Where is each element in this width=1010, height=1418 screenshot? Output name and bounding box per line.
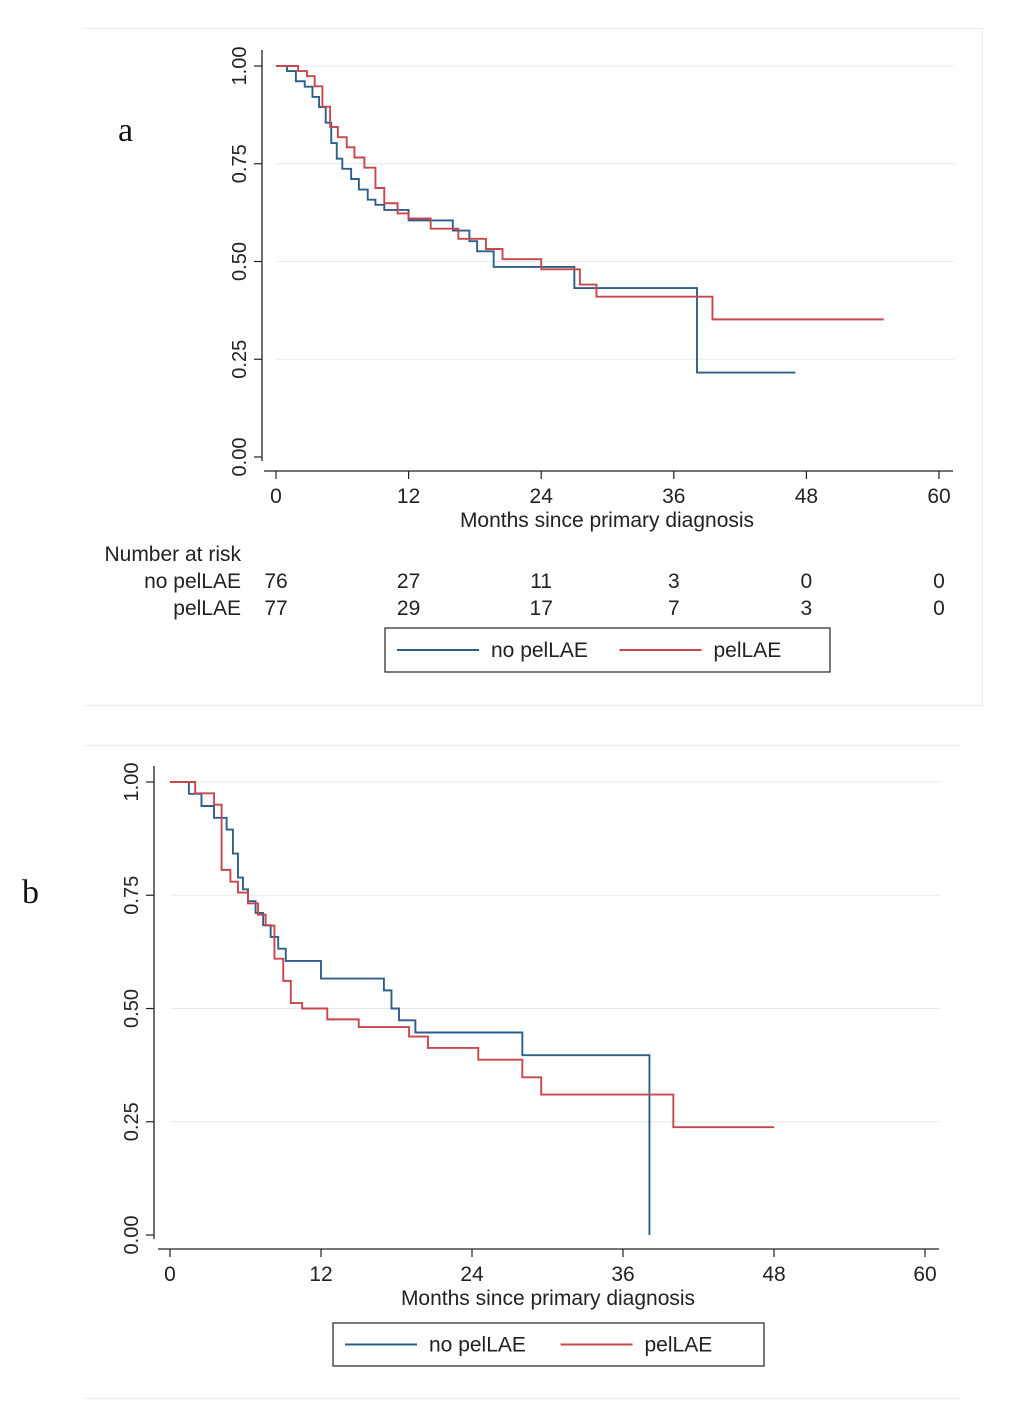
chart-a-risk-value: 0 [933, 570, 945, 593]
chart-a-risk-value: 11 [530, 570, 552, 593]
chart-b-y-tick-label: 0.25 [121, 1102, 143, 1141]
chart-a-y-tick-label: 0.50 [229, 242, 251, 281]
chart-a-series-pellae-line [276, 65, 884, 321]
chart-a-risk-value: 29 [397, 597, 420, 620]
chart-a-risk-value: 0 [801, 570, 813, 593]
chart-b-x-tick-label: 48 [762, 1263, 785, 1286]
chart-a-risk-value: 17 [530, 597, 553, 620]
panel-a-background [84, 28, 983, 706]
chart-a-risk-row-label: pelLAE [173, 597, 241, 620]
chart-b-legend-label-pellae: pelLAE [645, 1334, 713, 1357]
chart-b-y-tick-label: 0.75 [121, 876, 143, 915]
chart-b-legend-label-no-pellae: no pelLAE [429, 1334, 526, 1357]
chart-a-risk-value: 3 [668, 570, 680, 593]
chart-a-legend-label-no-pellae: no pelLAE [491, 639, 588, 662]
chart-a-risk-row-label: no pelLAE [144, 570, 241, 593]
chart-b-x-tick-label: 0 [164, 1263, 176, 1286]
chart-a-y-tick-label: 0.25 [229, 340, 251, 379]
chart-a-y-tick-label: 0.75 [229, 144, 251, 183]
chart-a-legend-label-pellae: pelLAE [714, 639, 782, 662]
chart-b-y-tick-label: 0.50 [121, 989, 143, 1028]
chart-b-series-pellae-line [170, 781, 774, 1129]
chart-a-x-tick-label: 48 [795, 485, 818, 508]
chart-a-y-tick-label: 1.00 [229, 47, 251, 86]
chart-b-x-tick-label: 36 [611, 1263, 634, 1286]
chart-b-x-tick-label: 60 [913, 1263, 936, 1286]
chart-b-y-tick-label: 1.00 [121, 763, 143, 802]
panel-a-label: a [118, 112, 134, 149]
chart-a-risk-value: 77 [264, 597, 287, 620]
chart-a-series-no-pellae-line [276, 65, 796, 374]
chart-b-y-tick-label: 0.00 [121, 1216, 143, 1255]
chart-a-x-tick-label: 12 [397, 485, 420, 508]
chart-a-risk-value: 27 [397, 570, 420, 593]
chart-a-x-tick-label: 24 [530, 485, 554, 508]
chart-a-x-tick-label: 60 [927, 485, 950, 508]
chart-a-risk-value: 76 [264, 570, 287, 593]
chart-a-y-tick-label: 0.00 [229, 438, 251, 477]
chart-a-risk-value: 0 [933, 597, 945, 620]
chart-a-x-tick-label: 36 [662, 485, 685, 508]
panel-b-label: b [22, 874, 39, 911]
chart-b-x-tick-label: 24 [460, 1263, 484, 1286]
chart-a-x-axis-title: Months since primary diagnosis [460, 509, 754, 532]
chart-a-risk-value: 3 [801, 597, 813, 620]
chart-a-risk-value: 7 [668, 597, 680, 620]
chart-b-x-axis-title: Months since primary diagnosis [401, 1287, 695, 1310]
chart-a-x-tick-label: 0 [270, 485, 282, 508]
chart-b-x-tick-label: 12 [309, 1263, 332, 1286]
chart-a-risk-table-title: Number at risk [104, 543, 241, 566]
